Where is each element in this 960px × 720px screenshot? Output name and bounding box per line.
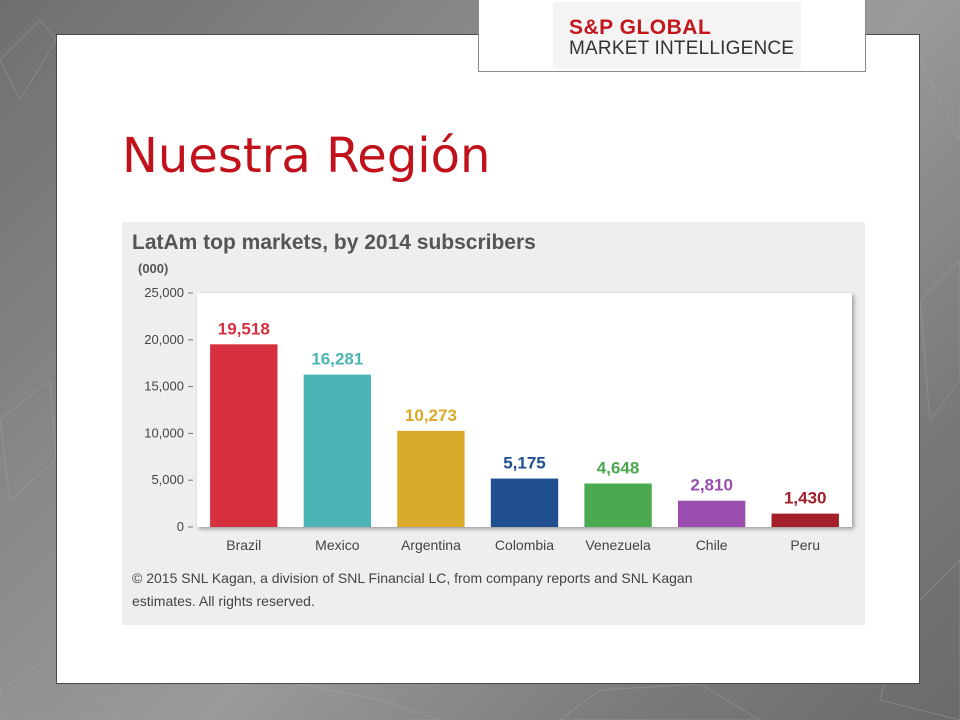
y-tick-label: 0	[177, 519, 184, 534]
logo: S&P GLOBAL MARKET INTELLIGENCE	[553, 2, 801, 68]
chart-panel: LatAm top markets, by 2014 subscribers (…	[122, 222, 865, 625]
data-label-argentina: 10,273	[405, 406, 457, 425]
logo-line2: MARKET INTELLIGENCE	[569, 38, 795, 59]
y-tick-label: 5,000	[151, 472, 184, 487]
category-label-mexico: Mexico	[315, 537, 360, 553]
bar-peru	[771, 513, 839, 527]
chart-title: LatAm top markets, by 2014 subscribers	[132, 231, 536, 254]
data-label-peru: 1,430	[784, 489, 827, 508]
data-label-venezuela: 4,648	[597, 458, 640, 477]
category-label-argentina: Argentina	[401, 537, 461, 553]
bar-chile	[677, 500, 746, 527]
logo-line1: S&P GLOBAL	[569, 16, 712, 39]
data-label-mexico: 16,281	[311, 350, 363, 369]
footnote-line-1: © 2015 SNL Kagan, a division of SNL Fina…	[132, 570, 693, 586]
bar-venezuela	[584, 483, 652, 527]
data-label-chile: 2,810	[690, 476, 733, 495]
category-label-colombia: Colombia	[495, 537, 554, 553]
y-tick-label: 10,000	[144, 425, 184, 440]
bar-argentina	[397, 430, 465, 527]
category-label-venezuela: Venezuela	[585, 537, 651, 553]
bar-chart: LatAm top markets, by 2014 subscribers (…	[132, 231, 852, 609]
logo-box: S&P GLOBAL MARKET INTELLIGENCE	[478, 0, 866, 72]
category-label-chile: Chile	[696, 537, 728, 553]
data-label-brazil: 19,518	[218, 319, 270, 338]
y-tick-label: 20,000	[144, 332, 184, 347]
slide-title: Nuestra Región	[122, 128, 491, 184]
data-label-colombia: 5,175	[503, 454, 546, 473]
bar-brazil	[210, 344, 278, 527]
category-label-brazil: Brazil	[226, 537, 261, 553]
bar-mexico	[303, 374, 372, 527]
y-tick-label: 25,000	[144, 285, 184, 300]
footnote-line-2: estimates. All rights reserved.	[132, 593, 315, 609]
unit-label: (000)	[138, 261, 168, 276]
y-tick-label: 15,000	[144, 379, 184, 394]
category-label-peru: Peru	[790, 537, 820, 553]
bar-colombia	[490, 478, 559, 527]
